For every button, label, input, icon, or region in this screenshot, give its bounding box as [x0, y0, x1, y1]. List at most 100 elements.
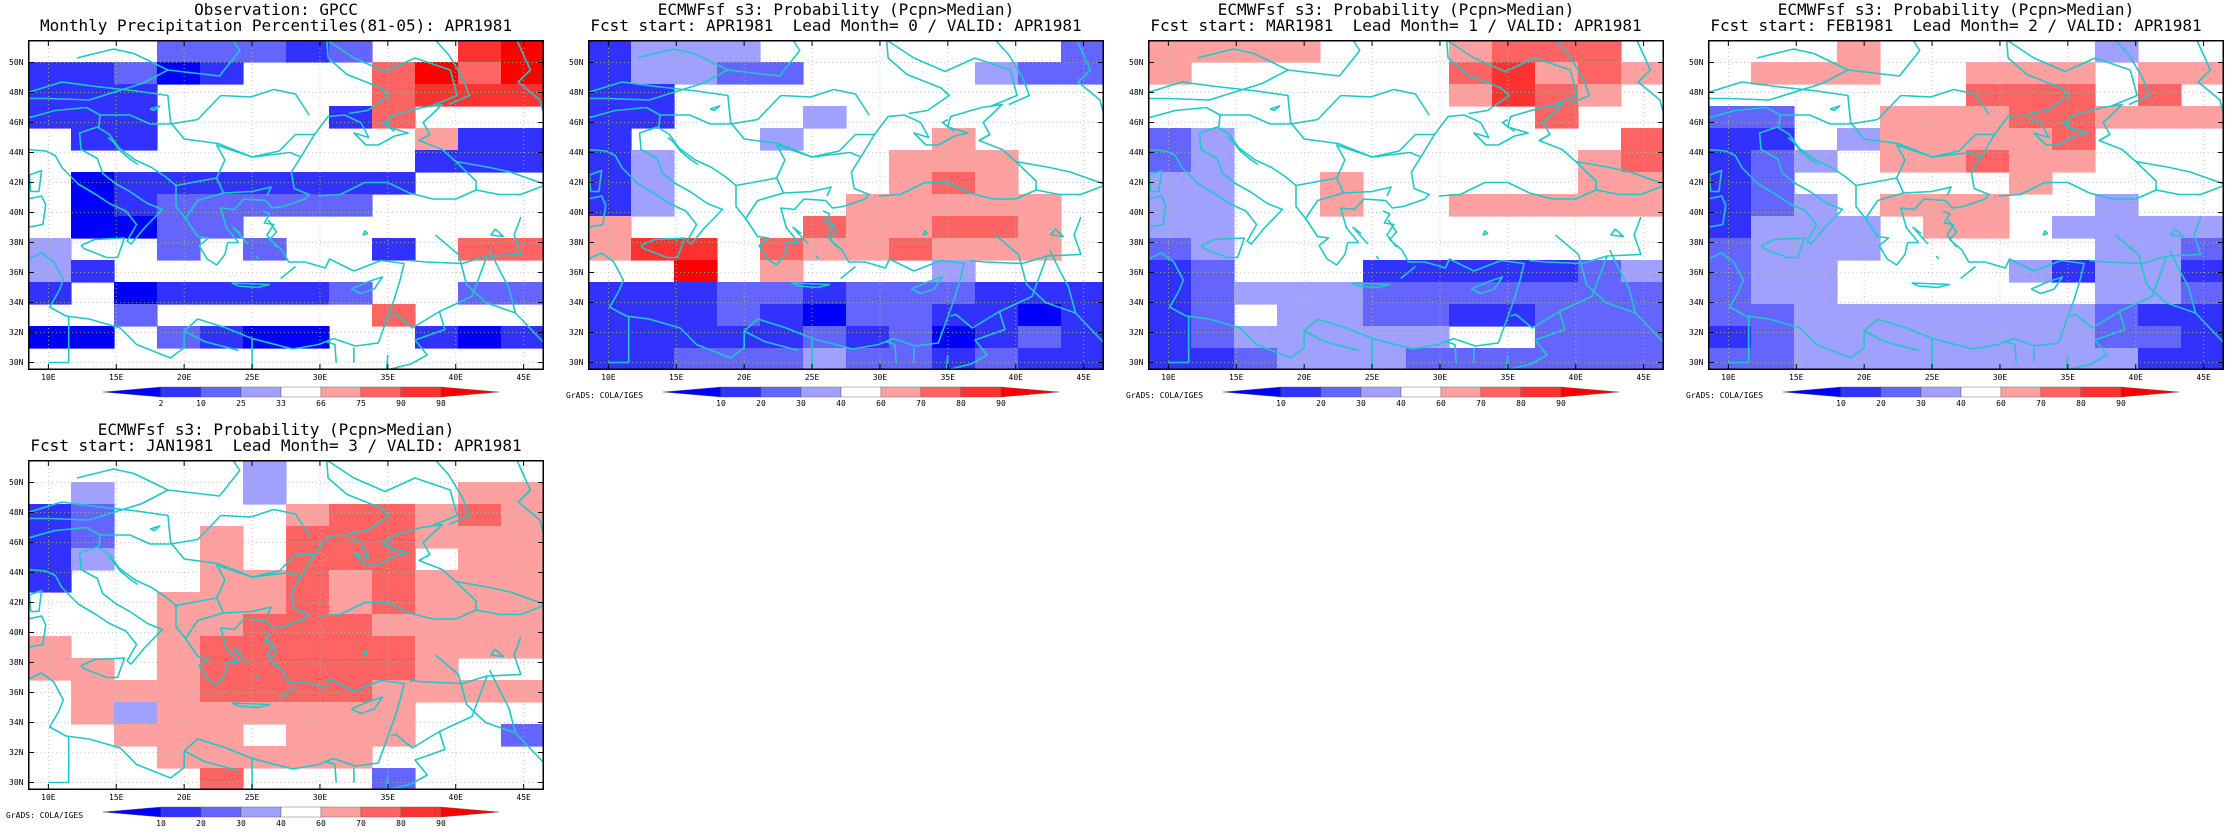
grads-credit: GrADS: COLA/IGES [1126, 391, 1204, 400]
grid-cell [1923, 150, 1967, 173]
grid-cell [501, 526, 544, 549]
grid-cell [243, 570, 287, 593]
coastline [1445, 40, 1511, 115]
coastline [490, 648, 505, 658]
coastline [325, 760, 337, 783]
grid-cell [846, 238, 890, 261]
colorbar-segment [1520, 386, 1562, 398]
longitude-label: 45E [516, 793, 531, 802]
colorbar-segment [880, 386, 922, 398]
grid-cell [415, 636, 459, 659]
longitude-label: 10E [1721, 373, 1736, 382]
grid-cell [1492, 62, 1536, 85]
grid-cell [458, 326, 502, 349]
grid-cell [1751, 150, 1795, 173]
latitude-label: 44N [9, 147, 24, 157]
panel-subtitle: Fcst start: MAR1981 Lead Month= 1 / VALI… [1150, 16, 1642, 35]
grid-cell [200, 40, 244, 63]
latitude-label: 36N [9, 267, 24, 277]
grid-cell [501, 636, 544, 659]
coastline [28, 81, 315, 158]
longitude-label: 40E [1568, 373, 1583, 382]
map-frame [28, 460, 544, 790]
grid-cell [846, 304, 890, 327]
grid-cell [1794, 348, 1838, 370]
coastline [1501, 118, 1516, 133]
coastline [1505, 354, 1509, 370]
grid-cell [2009, 326, 2053, 349]
longitude-label: 40E [448, 793, 463, 802]
colorbar-label: 75 [356, 399, 366, 408]
grid-cell [243, 636, 287, 659]
grid-cell [2181, 304, 2224, 327]
coastline [1760, 237, 1806, 259]
coastline [1351, 282, 1391, 289]
panel-subtitle: Fcst start: JAN1981 Lead Month= 3 / VALI… [30, 436, 522, 455]
colorbar-label: 60 [316, 819, 326, 828]
grid-cell [372, 526, 416, 549]
grid-cell [157, 62, 201, 85]
coastline [232, 226, 249, 245]
colorbar-label: 20 [756, 399, 766, 408]
grid-cell [286, 282, 330, 305]
coastline [100, 88, 310, 125]
grid-cell [458, 504, 502, 527]
grid-cell [157, 636, 201, 659]
coastline [1787, 136, 1819, 166]
grid-cell [932, 194, 976, 217]
grid-cell [1363, 260, 1407, 283]
coastline [1728, 316, 1750, 364]
grid-cell [631, 282, 675, 305]
colorbar-segment [102, 806, 162, 818]
coastline [588, 195, 607, 229]
panel-title: ECMWFsf s3: Probability (Pcpn>Median) [657, 0, 1015, 19]
longitude-label: 35E [380, 793, 396, 802]
grid-cell [1837, 216, 1881, 239]
grid-cell [2052, 150, 2096, 173]
grid-cell [501, 84, 544, 107]
grid-cell [1794, 62, 1838, 85]
grid-cell [28, 658, 72, 681]
grid-cell [1578, 304, 1622, 327]
grid-cell [1880, 304, 1924, 327]
grid-cell [1578, 326, 1622, 349]
coastline [1708, 195, 1727, 229]
longitude-label: 30E [312, 373, 328, 382]
colorbar-label: 25 [236, 399, 246, 408]
coastline [1554, 40, 1591, 106]
grid-cell [1535, 260, 1579, 283]
colorbar-segment [200, 386, 242, 398]
grid-cell [1621, 348, 1664, 370]
grid-cell [760, 348, 804, 370]
grid-cell [71, 172, 115, 195]
grid-cell [501, 62, 544, 85]
colorbar-segment [2000, 386, 2042, 398]
colorbar-label: 60 [1996, 399, 2006, 408]
coastline [232, 646, 249, 665]
grid-cell [975, 326, 1019, 349]
grid-cell [1320, 304, 1364, 327]
latitude-label: 34N [569, 297, 584, 307]
grid-cell [1277, 40, 1321, 63]
grid-cell [501, 128, 544, 151]
coastline [1935, 255, 1940, 260]
longitude-label: 20E [1856, 373, 1872, 382]
grid-cell [1277, 304, 1321, 327]
grid-cell [717, 348, 761, 370]
colorbar-segment [440, 806, 500, 818]
coastline [100, 508, 310, 545]
grid-cell [588, 84, 632, 107]
colorbar-label: 20 [1876, 399, 1886, 408]
coastline [80, 657, 126, 679]
colorbar-label: 10 [1276, 399, 1286, 408]
grid-cell [1018, 194, 1062, 217]
grid-cell [286, 326, 330, 349]
grid-cell [1406, 282, 1450, 305]
coastline [1608, 249, 1637, 314]
coastline [1864, 192, 1904, 219]
grid-cell [1794, 260, 1838, 283]
coastline [1196, 48, 1289, 71]
grid-cell [1837, 128, 1881, 151]
colorbar-segment [360, 806, 402, 818]
grid-cell [1794, 326, 1838, 349]
